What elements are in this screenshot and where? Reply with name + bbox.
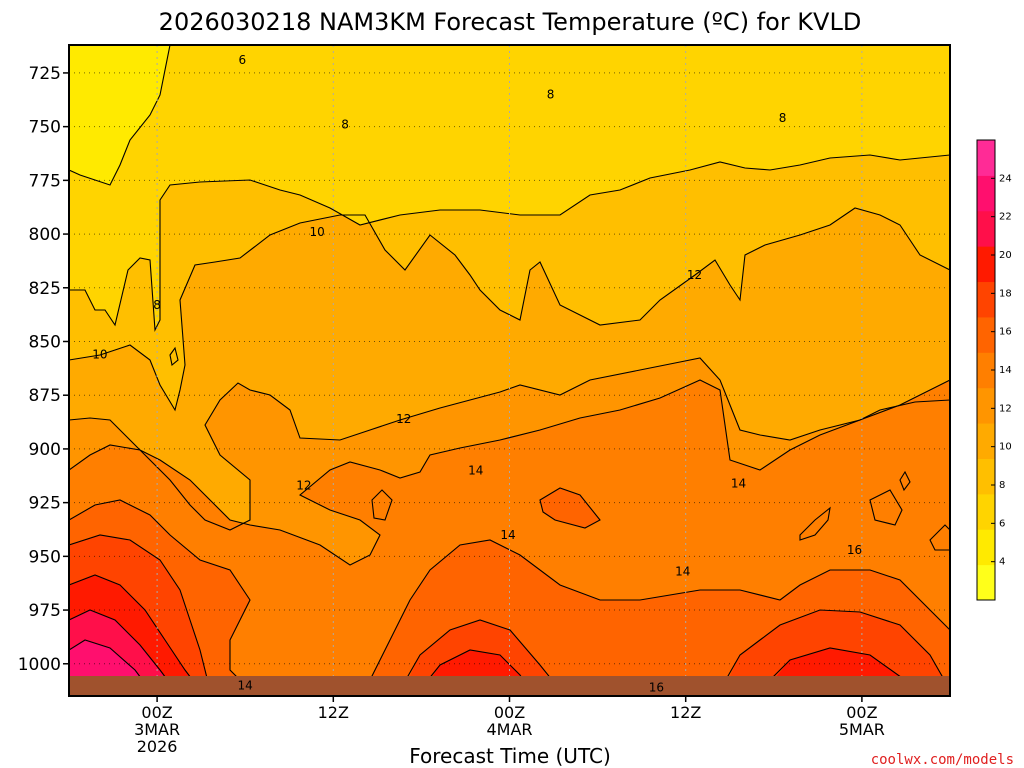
- band-4-6: [69, 45, 170, 185]
- warm-spot: [540, 488, 600, 528]
- x-tick-label: 00Z: [141, 703, 172, 722]
- colorbar-segment: [977, 458, 995, 495]
- contour-label: 8: [341, 117, 349, 131]
- contour-label: 8: [779, 111, 787, 125]
- contour-label: 6: [238, 53, 246, 67]
- colorbar-tick-label: 8: [999, 480, 1005, 491]
- contour-line: [69, 207, 950, 412]
- contour-label: 12: [296, 478, 311, 492]
- contour-label: 10: [92, 347, 107, 361]
- colorbar: 4 6 8 10 12 14 16 18 20 22 24: [976, 139, 1012, 601]
- contour-line: [899, 470, 911, 492]
- contour-label: 8: [547, 87, 555, 101]
- contour-label: 16: [847, 543, 862, 557]
- contour-line: [719, 609, 950, 691]
- contour-line: [929, 524, 950, 551]
- colorbar-tick-label: 22: [999, 212, 1012, 223]
- colorbar-segment: [977, 423, 995, 459]
- contour-line: [69, 609, 176, 691]
- colorbar-segment: [977, 387, 995, 424]
- contour-line: [369, 539, 950, 681]
- x-tick-label: 3MAR: [134, 720, 180, 739]
- y-tick-label: 925: [29, 494, 61, 514]
- y-tick-label: 775: [29, 171, 61, 191]
- colorbar-tick-label: 10: [999, 442, 1012, 453]
- plot-area: 6 8 8 8 10 12 8 10 12 14 14 12 14 16 14 16 14: [69, 45, 950, 696]
- colorbar-tick-label: 4: [999, 557, 1005, 568]
- contour-label: 12: [687, 268, 702, 282]
- colorbar-tick-label: 24: [999, 173, 1012, 184]
- contour-line: [69, 45, 171, 186]
- contour-label: 14: [675, 564, 690, 578]
- ground-surface: [69, 676, 950, 696]
- vertical-grid: [156, 45, 863, 696]
- colorbar-segment: [977, 210, 995, 247]
- y-tick-label: 975: [29, 601, 61, 621]
- contour-label: 14: [731, 476, 746, 490]
- contour-label: 8: [153, 298, 161, 312]
- contour-line: [69, 154, 950, 333]
- contour-labels: 6 8 8 8 10 12 8 10 12 14 14 12 14 16 14 16 14: [92, 53, 862, 694]
- contour-label: 10: [310, 225, 325, 239]
- y-tick-label: 825: [29, 279, 61, 299]
- x-tick-label: 12Z: [318, 703, 349, 722]
- y-tick-label: 725: [29, 64, 61, 84]
- contour-label: 14: [500, 528, 515, 542]
- contour-line: [169, 346, 179, 367]
- contour-label: 14: [238, 678, 253, 692]
- x-axis-label: Forecast Time (UTC): [409, 744, 611, 768]
- colorbar-segment: [977, 564, 995, 601]
- contour-line: [799, 506, 831, 541]
- contour-label: 12: [396, 412, 411, 426]
- colorbar-segment: [977, 316, 995, 353]
- contour-line: [69, 499, 251, 691]
- colorbar-tick-label: 18: [999, 288, 1012, 299]
- x-tick-label: 12Z: [670, 703, 701, 722]
- x-tick-label: 00Z: [846, 703, 877, 722]
- contour-line: [69, 379, 950, 566]
- colorbar-tick-label: 14: [999, 365, 1012, 376]
- chart-title: 2026030218 NAM3KM Forecast Temperature (…: [159, 8, 862, 36]
- colorbar-segment: [977, 493, 995, 530]
- credit-text: coolwx.com/models: [871, 752, 1014, 768]
- colorbar-segment: [977, 281, 995, 318]
- y-axis: 725 750 775 800 825 850 875 900 925 950 975 1000: [18, 64, 69, 675]
- y-tick-label: 750: [29, 118, 61, 138]
- colorbar-segment: [977, 246, 995, 283]
- y-tick-label: 850: [29, 332, 61, 352]
- x-tick-label: 4MAR: [486, 720, 532, 739]
- colorbar-tick-label: 12: [999, 403, 1012, 414]
- colorbar-segment: [977, 529, 995, 566]
- contour-line: [69, 357, 950, 531]
- y-tick-label: 1000: [18, 655, 61, 675]
- contour-label: 16: [649, 680, 664, 694]
- x-tick-label: 00Z: [494, 703, 525, 722]
- band-6-8: [69, 45, 950, 330]
- y-tick-label: 950: [29, 547, 61, 567]
- colorbar-tick-label: 16: [999, 327, 1012, 338]
- contour-line: [399, 619, 561, 691]
- contour-line: [69, 534, 211, 691]
- colorbar-segment: [977, 352, 995, 389]
- y-tick-label: 800: [29, 225, 61, 245]
- x-tick-label: 2026: [137, 737, 178, 756]
- contour-line: [371, 489, 393, 521]
- y-tick-label: 875: [29, 386, 61, 406]
- x-tick-label: 5MAR: [839, 720, 885, 739]
- y-tick-label: 900: [29, 440, 61, 460]
- colorbar-tick-label: 6: [999, 518, 1005, 529]
- contour-line: [539, 487, 601, 529]
- contour-label: 14: [468, 463, 483, 477]
- colorbar-segment: [977, 175, 995, 212]
- colorbar-tick-label: 20: [999, 250, 1012, 261]
- contour-line: [869, 489, 903, 526]
- colorbar-segment: [977, 140, 995, 176]
